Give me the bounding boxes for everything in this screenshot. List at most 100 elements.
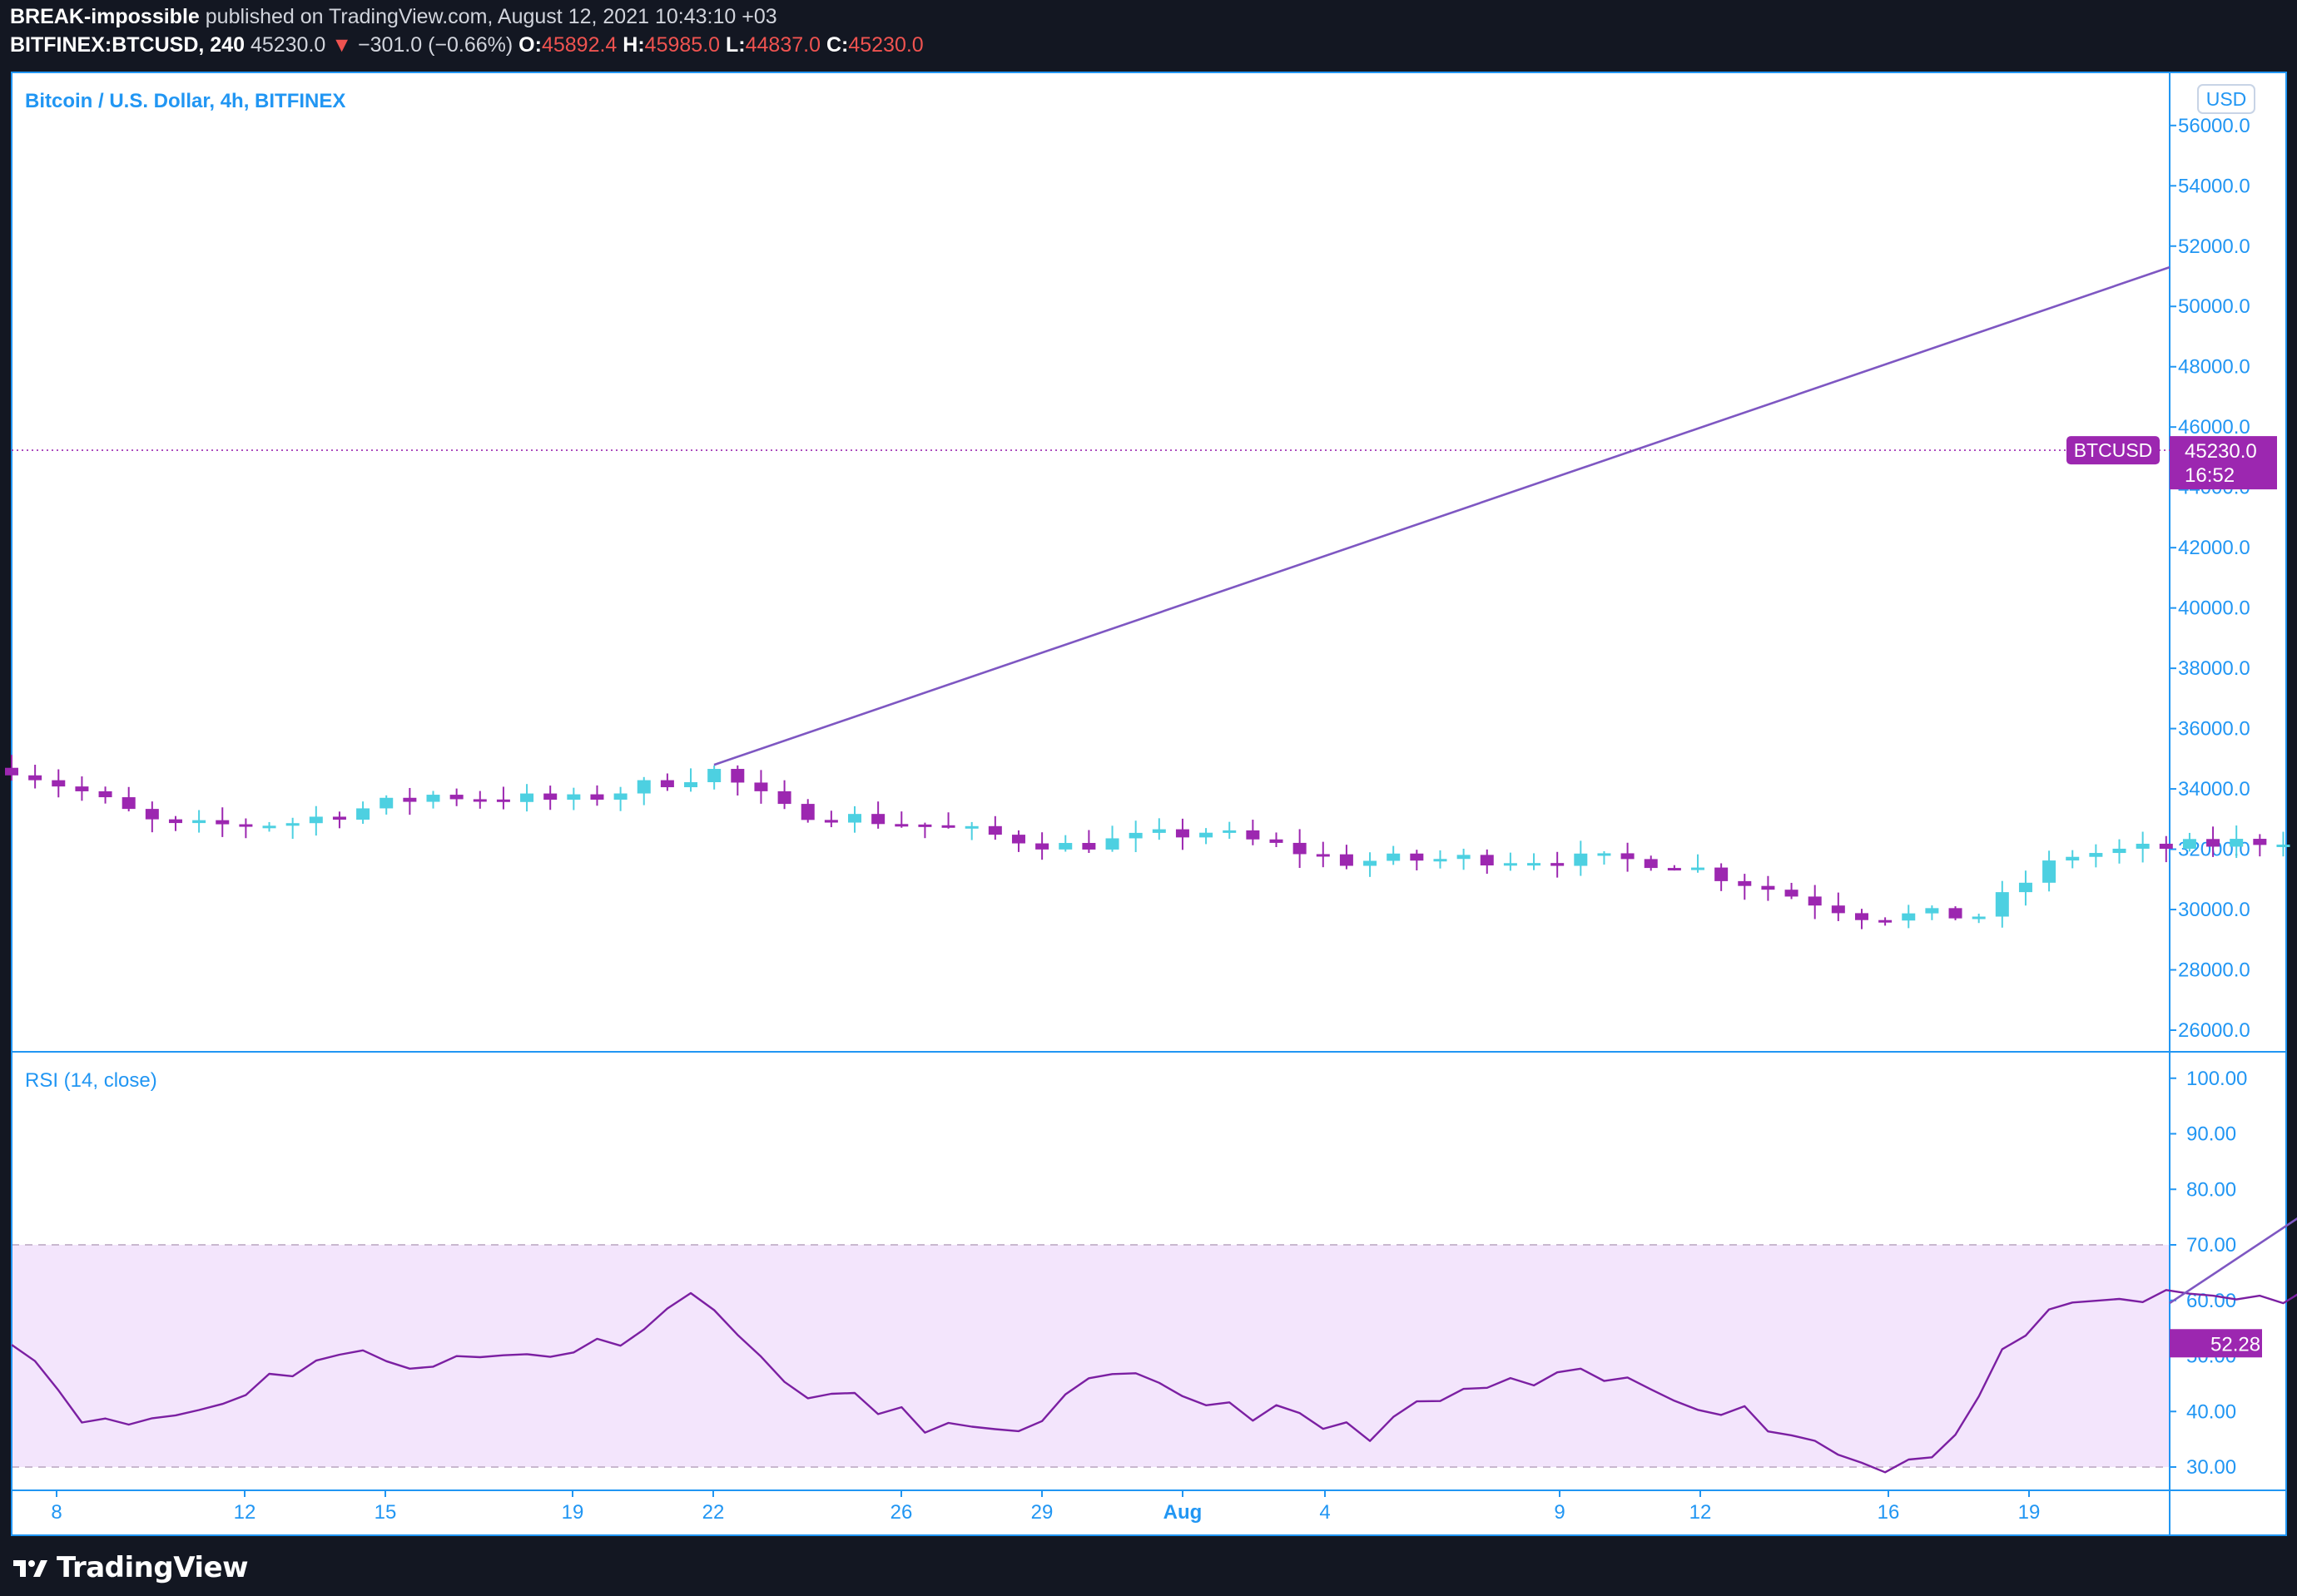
candle — [5, 755, 18, 781]
candle-body — [426, 795, 440, 802]
candle-body — [192, 820, 206, 824]
candle — [1363, 852, 1377, 877]
price-scale-panel[interactable] — [2170, 72, 2286, 1535]
candle-body — [1527, 863, 1541, 866]
candle — [543, 786, 558, 810]
candle-body — [309, 816, 323, 824]
candle-body — [1784, 890, 1798, 897]
candle — [1784, 882, 1798, 900]
candle — [918, 822, 932, 839]
currency-label: USD — [2206, 88, 2247, 110]
rsi-tick-label: 80.00 — [2186, 1178, 2236, 1201]
rsi-tick-label: 30.00 — [2186, 1456, 2236, 1479]
candle-body — [1925, 908, 1939, 914]
candle — [2042, 850, 2056, 892]
candle-body — [239, 824, 253, 827]
time-tick-label: 26 — [891, 1501, 913, 1524]
candle-body — [543, 793, 558, 800]
candle — [1620, 842, 1635, 872]
close-value: 45230.0 — [848, 33, 924, 57]
candle-body — [496, 799, 510, 802]
candle — [75, 776, 89, 801]
currency-button[interactable] — [2197, 84, 2255, 114]
tradingview-logo[interactable]: TradingView — [12, 1551, 249, 1584]
rsi-trendline[interactable] — [2169, 1137, 2297, 1305]
price-tick-label: 56000.0 — [2178, 115, 2250, 137]
candle — [965, 821, 979, 840]
candle-body — [1246, 830, 1260, 840]
candle-body — [98, 791, 112, 798]
candle-body — [1223, 830, 1237, 833]
candle-body — [2136, 843, 2150, 849]
candle — [754, 770, 768, 804]
candle — [2230, 825, 2244, 859]
candle — [1175, 818, 1189, 850]
time-tick-label: 29 — [1031, 1501, 1054, 1524]
price-change: −301.0 (−0.66%) — [357, 33, 513, 57]
candle-body — [1152, 829, 1166, 833]
rsi-value: 52.28 — [2210, 1333, 2260, 1356]
candle-body — [332, 816, 346, 820]
symbol-badge-text: BTCUSD — [2074, 439, 2153, 461]
candle — [941, 812, 955, 829]
bar-countdown: 16:52 — [2185, 464, 2235, 487]
candle — [1527, 853, 1541, 870]
time-tick-label: 4 — [1319, 1501, 1330, 1524]
candle-body — [567, 794, 581, 800]
price-tick-label: 50000.0 — [2178, 295, 2250, 318]
candle — [262, 821, 276, 832]
candle — [1854, 909, 1868, 929]
candle — [1246, 820, 1260, 845]
candle-body — [660, 780, 674, 788]
open-value: 45892.4 — [541, 33, 618, 57]
candle — [1480, 849, 1494, 875]
candle-body — [941, 825, 955, 828]
time-tick-label: 12 — [234, 1501, 256, 1524]
author-name[interactable]: BREAK-impossible — [10, 5, 200, 28]
candle-body — [356, 808, 370, 820]
candle — [52, 769, 66, 798]
candle-body — [1761, 885, 1775, 890]
candle — [1082, 830, 1096, 854]
candle-body — [1574, 853, 1588, 866]
candle — [1035, 832, 1049, 860]
candle-body — [1433, 859, 1447, 862]
open-label: O: — [518, 33, 542, 57]
price-tick-label: 48000.0 — [2178, 356, 2250, 379]
rsi-overbought-oversold-band — [12, 1245, 2170, 1467]
candle-body — [1878, 919, 1893, 923]
candle — [1925, 905, 1939, 920]
time-axis-ticks: 8 12 15 19 22 26 29 Aug 4 9 12 16 19 — [51, 1490, 2040, 1524]
candle — [2276, 831, 2290, 857]
candle-body — [285, 823, 300, 826]
price-trendline[interactable] — [713, 265, 2170, 766]
candle — [1902, 905, 1916, 929]
candle-body — [1175, 829, 1189, 838]
time-tick-label: 8 — [51, 1501, 62, 1524]
candle-body — [754, 782, 768, 791]
last-price-badge-value: 45230.0 — [2185, 440, 2257, 463]
price-tick-label: 52000.0 — [2178, 235, 2250, 258]
rsi-line — [11, 1289, 2297, 1474]
candle-body — [2206, 839, 2220, 847]
candle — [1878, 917, 1893, 926]
candle-body — [801, 804, 815, 820]
candle — [1761, 875, 1775, 901]
candle-body — [1316, 854, 1330, 857]
candle-body — [1035, 843, 1049, 850]
candle-body — [918, 824, 932, 827]
candle — [1597, 850, 1611, 865]
candle — [824, 810, 838, 828]
candle-body — [1550, 863, 1565, 866]
published-text: published on TradingView.com, August 12,… — [199, 5, 777, 28]
price-tick-label: 38000.0 — [2178, 657, 2250, 680]
time-tick-label: 19 — [2018, 1501, 2041, 1524]
rsi-value-badge — [2170, 1329, 2262, 1358]
candle — [473, 791, 487, 809]
candle-body — [2112, 848, 2126, 854]
candle-body — [520, 793, 534, 802]
candle — [1808, 885, 1822, 919]
candle — [777, 780, 791, 810]
candle-body — [1972, 916, 1986, 919]
